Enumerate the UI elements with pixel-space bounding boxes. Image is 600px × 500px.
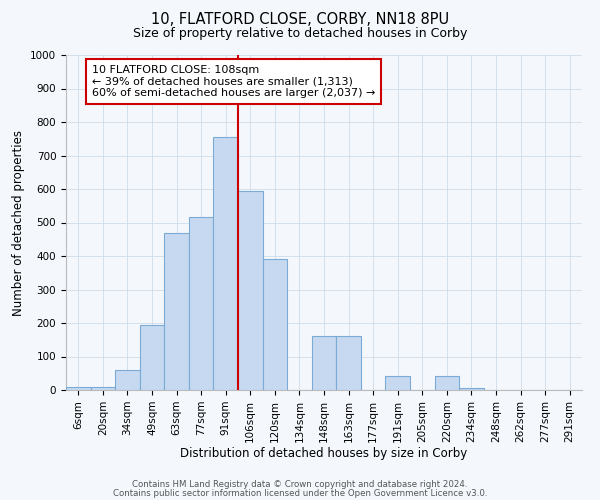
- Bar: [91, 386, 115, 390]
- X-axis label: Distribution of detached houses by size in Corby: Distribution of detached houses by size …: [181, 448, 467, 460]
- Text: 10 FLATFORD CLOSE: 108sqm
← 39% of detached houses are smaller (1,313)
60% of se: 10 FLATFORD CLOSE: 108sqm ← 39% of detac…: [92, 65, 375, 98]
- Bar: [140, 324, 164, 390]
- Bar: [238, 190, 263, 390]
- Text: 10, FLATFORD CLOSE, CORBY, NN18 8PU: 10, FLATFORD CLOSE, CORBY, NN18 8PU: [151, 12, 449, 28]
- Bar: [115, 370, 140, 390]
- Text: Contains public sector information licensed under the Open Government Licence v3: Contains public sector information licen…: [113, 489, 487, 498]
- Bar: [263, 260, 287, 390]
- Bar: [336, 336, 361, 390]
- Bar: [385, 376, 410, 390]
- Bar: [164, 232, 189, 390]
- Bar: [214, 137, 238, 390]
- Bar: [189, 218, 214, 390]
- Bar: [312, 336, 336, 390]
- Text: Contains HM Land Registry data © Crown copyright and database right 2024.: Contains HM Land Registry data © Crown c…: [132, 480, 468, 489]
- Bar: [434, 376, 459, 390]
- Y-axis label: Number of detached properties: Number of detached properties: [11, 130, 25, 316]
- Text: Size of property relative to detached houses in Corby: Size of property relative to detached ho…: [133, 28, 467, 40]
- Bar: [459, 388, 484, 390]
- Bar: [66, 386, 91, 390]
